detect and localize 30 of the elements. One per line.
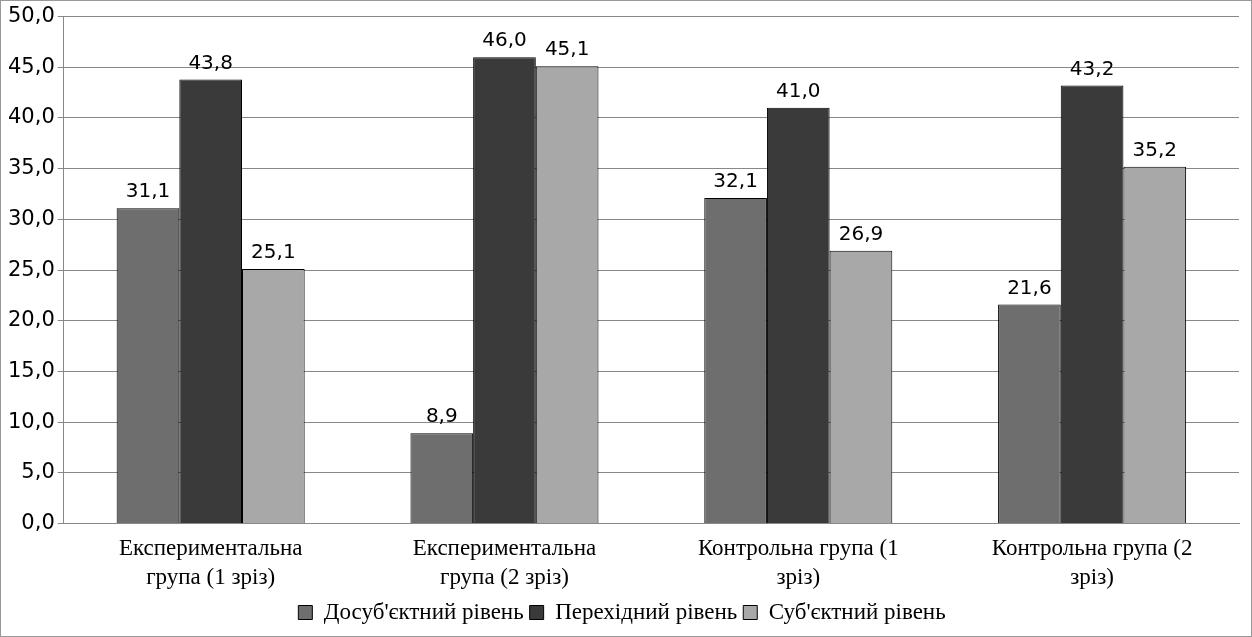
y-tick-label: 20,0 bbox=[7, 307, 55, 332]
y-tick-label: 35,0 bbox=[7, 155, 55, 180]
x-tick-label: Експериментальна група (2 зріз) bbox=[412, 534, 597, 589]
y-tick-label: 50,0 bbox=[7, 3, 55, 28]
data-label: 46,0 bbox=[482, 27, 527, 52]
data-label: 25,1 bbox=[251, 239, 296, 264]
data-label: 31,1 bbox=[125, 178, 171, 203]
x-tick-label: Контрольна група (1 зріз) bbox=[697, 534, 899, 589]
legend-label: Суб'єктний рівень bbox=[768, 598, 946, 624]
legend-label: Перехідний рівень bbox=[555, 598, 738, 624]
data-label: 21,6 bbox=[1007, 274, 1052, 299]
data-label: 35,2 bbox=[1132, 136, 1178, 161]
y-tick-label: 15,0 bbox=[7, 357, 55, 382]
x-tick-label: Експериментальна група (1 зріз) bbox=[118, 534, 303, 589]
data-label: 43,2 bbox=[1069, 55, 1115, 80]
data-label: 32,1 bbox=[713, 168, 758, 193]
data-label: 43,8 bbox=[188, 49, 233, 74]
legend-label: Досуб'єктний рівень bbox=[323, 598, 524, 624]
x-tick-label: Контрольна група (2 зріз) bbox=[991, 534, 1193, 589]
y-tick-label: 0,0 bbox=[21, 509, 55, 534]
y-tick-label: 40,0 bbox=[7, 104, 55, 129]
y-tick-label: 10,0 bbox=[7, 408, 55, 433]
data-label: 41,0 bbox=[776, 78, 821, 103]
data-label: 26,9 bbox=[838, 220, 884, 245]
y-tick-label: 5,0 bbox=[21, 459, 55, 484]
y-tick-label: 25,0 bbox=[7, 256, 55, 281]
y-tick-label: 45,0 bbox=[7, 53, 55, 78]
y-tick-label: 30,0 bbox=[7, 205, 55, 230]
data-label: 8,9 bbox=[425, 403, 458, 428]
data-label: 45,1 bbox=[544, 36, 590, 61]
